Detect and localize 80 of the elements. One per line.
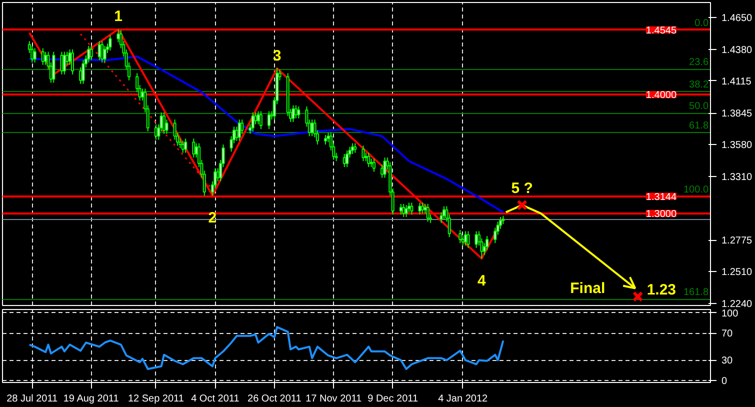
- annotation: 38.2: [689, 80, 709, 91]
- candlestick: [346, 150, 349, 168]
- candlestick: [162, 112, 166, 134]
- y-tick-label: 1.2775: [722, 236, 753, 247]
- candlestick: [62, 51, 66, 75]
- annotation: 4: [478, 272, 487, 290]
- annotation: 161.8: [683, 287, 709, 298]
- y-tick-label: 1.3845: [722, 108, 753, 120]
- candlestick: [354, 142, 357, 154]
- x-tick-label: 28 Jul 2011: [6, 394, 58, 404]
- candlestick: [404, 204, 408, 218]
- annotation: 100.0: [683, 184, 709, 196]
- candlestick: [292, 104, 295, 122]
- y-tick-label: 1.4380: [722, 44, 753, 56]
- annotation: 1: [114, 8, 122, 26]
- y-tick-label: 100: [722, 308, 739, 320]
- annotation: 0.0: [694, 18, 709, 29]
- annotation: 3: [272, 47, 282, 64]
- annotation: Final: [570, 280, 606, 297]
- y-tick-label: 1.2240: [722, 299, 753, 310]
- candlestick: [192, 138, 196, 158]
- x-tick-label: 19 Aug 2011: [63, 394, 120, 404]
- candlestick: [297, 106, 300, 119]
- candlestick: [372, 158, 376, 172]
- annotation: 5 ?: [511, 180, 533, 198]
- y-tick-label: 1.3310: [722, 172, 753, 184]
- candlestick: [70, 48, 74, 75]
- candlestick: [100, 40, 104, 64]
- y-tick-label: 1.2510: [722, 267, 753, 278]
- candlestick: [383, 157, 386, 178]
- candlestick: [30, 45, 34, 64]
- y-tick-label: 30: [722, 356, 734, 367]
- candlestick: [466, 230, 470, 248]
- line-series: [28, 326, 504, 370]
- candlestick: [79, 66, 82, 84]
- candlestick: [350, 142, 354, 154]
- candlestick: [259, 110, 262, 130]
- candlestick: [402, 203, 406, 218]
- candlestick: [410, 202, 414, 216]
- candlestick: [420, 202, 424, 214]
- x-tick-label: 12 Sep 2011: [128, 394, 184, 404]
- candlestick: [41, 48, 44, 66]
- candlestick: [362, 145, 365, 162]
- candlestick: [52, 51, 56, 84]
- candlestick: [90, 45, 93, 61]
- candlestick: [235, 126, 238, 142]
- x-tick-label: 4 Oct 2011: [191, 394, 240, 404]
- y-tick-label: 70: [722, 328, 734, 340]
- annotation: 61.8: [689, 120, 709, 132]
- candlestick: [82, 60, 85, 84]
- y-tick-label: 1.3580: [722, 140, 753, 151]
- y-tick-label: 0: [722, 376, 728, 387]
- x-tick-label: 26 Oct 2011: [248, 394, 302, 404]
- data-label: 1.23: [646, 282, 676, 299]
- candlestick: [294, 104, 298, 119]
- candlestick: [251, 112, 254, 132]
- candlestick: [268, 110, 271, 130]
- x-tick-label: 9 Dec 2011: [368, 394, 418, 404]
- ref-line-label: 1.3144: [646, 192, 677, 203]
- annotation: 23.6: [689, 57, 709, 68]
- candlestick: [367, 152, 370, 168]
- candlestick: [238, 119, 241, 142]
- candlestick: [103, 45, 106, 64]
- candlestick: [108, 34, 112, 52]
- candlestick: [60, 51, 64, 75]
- candlestick: [256, 110, 260, 125]
- y-tick-label: 1.4115: [722, 76, 752, 88]
- annotation: 50.0: [689, 101, 709, 112]
- candlestick: [324, 134, 328, 145]
- candlestick: [184, 138, 188, 154]
- y-tick-label: 1.4650: [722, 12, 753, 24]
- candlestick: [44, 51, 48, 66]
- x-tick-label: 4 Jan 2012: [438, 394, 488, 404]
- candlestick: [486, 235, 489, 251]
- candlestick: [310, 119, 314, 137]
- x-tick-label: 17 Nov 2011: [306, 394, 362, 404]
- candlestick: [458, 230, 462, 244]
- candlestick: [87, 45, 90, 64]
- candlestick: [380, 164, 384, 178]
- candlestick: [426, 203, 430, 222]
